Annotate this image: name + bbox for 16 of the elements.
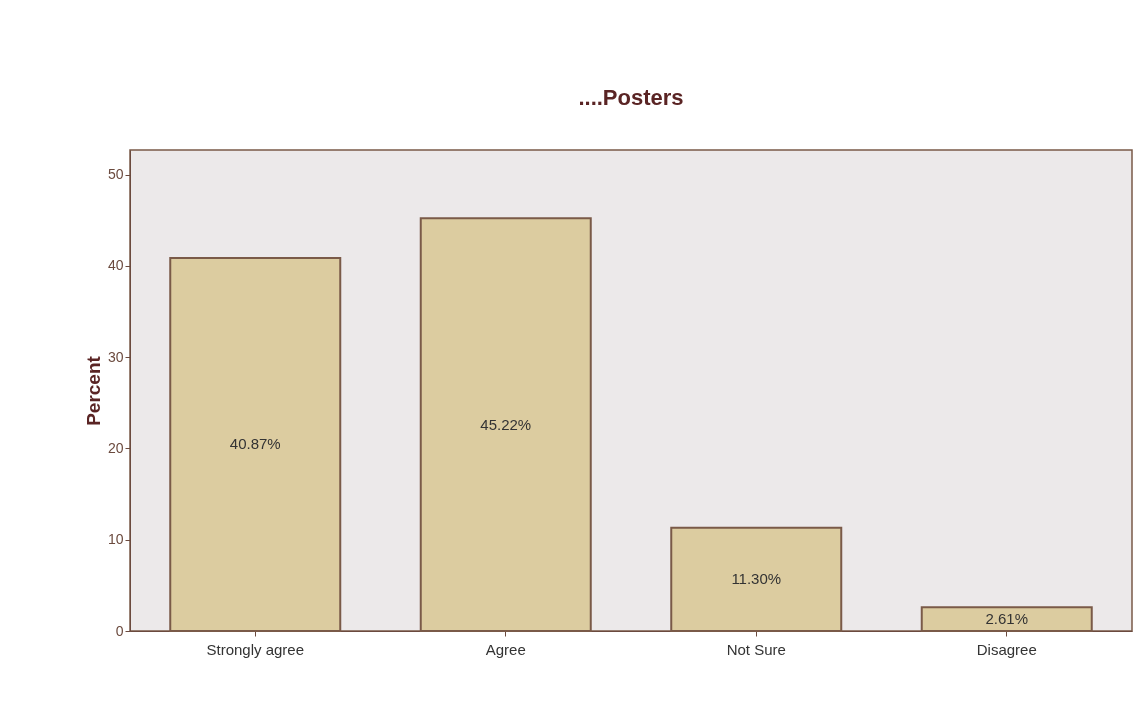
x-tick-label: Agree — [485, 640, 526, 658]
y-axis-title: Percent — [82, 355, 104, 426]
data-label: 11.30% — [731, 570, 782, 588]
x-tick-label: Strongly agree — [206, 640, 305, 658]
y-tick-label: 30 — [107, 348, 124, 365]
y-tick-label: 20 — [107, 439, 124, 456]
x-tick-label: Not Sure — [726, 640, 786, 658]
y-tick-label: 50 — [107, 166, 124, 183]
data-label: 2.61% — [985, 610, 1029, 628]
data-label: 45.22% — [480, 415, 532, 433]
y-tick-label: 10 — [107, 531, 124, 548]
data-label: 40.87% — [229, 435, 281, 453]
x-tick-label: Disagree — [976, 640, 1037, 658]
chart-title: ....Posters — [578, 85, 684, 110]
y-tick-label: 0 — [115, 622, 124, 639]
y-tick-label: 40 — [107, 257, 124, 274]
